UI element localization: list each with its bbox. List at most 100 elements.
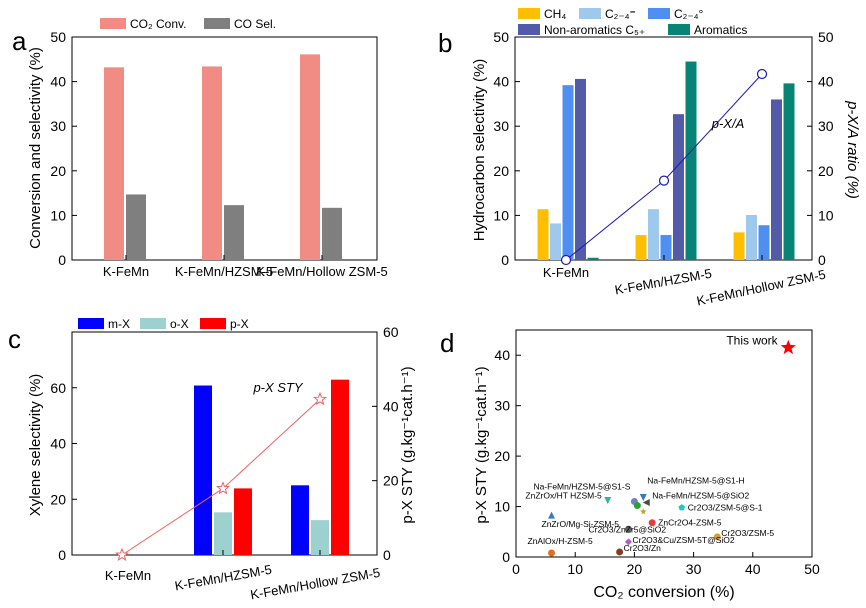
panel-a-y-tick-label: 40	[50, 74, 66, 90]
panel-a-x-label: K-FeMn/Hollow ZSM-5	[256, 264, 387, 279]
panel-c-bar-m-x	[194, 385, 212, 555]
panel-b-legend-ch4-swatch	[518, 8, 540, 19]
panel-a-legend-co2-conv-swatch	[100, 18, 126, 29]
panel-b-legend-c24-paraffin-label: C₂₋₄°	[674, 7, 704, 21]
panel-d-point	[642, 499, 650, 507]
panel-d-point	[640, 508, 647, 515]
panel-a-y-tick-label: 50	[50, 29, 66, 45]
panel-b-legend-aromatics-swatch	[668, 24, 690, 35]
panel-d-point	[633, 502, 641, 510]
panel-d-point-label: ZnCr2O4-ZSM-5	[658, 518, 722, 528]
panel-d-y-tick-label: 10	[494, 499, 510, 515]
panel-c-legend-p-x-swatch	[200, 318, 226, 329]
panel-c-legend-o-x-swatch	[140, 318, 166, 329]
panel-b-legend-c24-olefin-label: C₂₋₄⁼	[605, 7, 636, 21]
panel-c-legend-m-x-label: m-X	[108, 317, 130, 331]
panel-c-sty-point	[313, 391, 327, 406]
panel-c-y-tick-label: 40	[50, 436, 66, 452]
panel-a-bar-co-sel	[126, 194, 146, 260]
panel-c-bar-p-x	[234, 488, 252, 555]
panel-b-bar-aromatics	[685, 61, 697, 260]
panel-b-bar-nonaromatics	[673, 114, 684, 261]
panel-b-x-label: K-FeMn	[543, 265, 589, 280]
panel-b-ylabel: Hydrocarbon selectivity (%)	[471, 59, 488, 242]
panel-b-pxa-point	[560, 254, 572, 266]
panel-c-legend-m-x-swatch	[78, 318, 104, 329]
panel-d-xlabel: CO₂ conversion (%)	[593, 584, 734, 601]
panel-b-y-tick-label: 30	[493, 118, 509, 134]
panel-c-x-label: K-FeMn	[105, 568, 151, 583]
panel-d-this-work-point	[780, 339, 796, 355]
panel-b-bar-ch4	[537, 209, 549, 260]
panel-b-pxa-point	[756, 68, 768, 80]
panel-d-point-label: Na-FeMn/HZSM-5@S1-S	[533, 482, 630, 492]
panel-b-legend-c24-paraffin-swatch	[648, 8, 670, 19]
panel-d-point-label: Cr2O3/ZnZr5@SiO2	[588, 524, 666, 534]
panel-d-point	[548, 511, 556, 519]
panel-d-x-tick-label: 0	[512, 561, 520, 577]
panel-b-bar-aromatics	[783, 83, 795, 260]
panel-a-bar-co-sel	[224, 205, 244, 260]
panel-c-sty-label: p-X STY	[252, 380, 303, 395]
panel-c-y2-tick-label: 20	[383, 473, 399, 489]
panel-c-legend-o-x-label: o-X	[170, 317, 189, 331]
panel-d-point	[548, 549, 556, 557]
panel-b-x-label: K-FeMn/Hollow ZSM-5	[695, 267, 827, 309]
panel-b-y2-tick-label: 40	[818, 74, 834, 90]
panel-c-y-tick-label: 0	[58, 547, 66, 563]
panel-d-x-tick-label: 10	[567, 561, 583, 577]
panel-a-bar-co2-conv	[202, 66, 222, 260]
panel-d-x-tick-label: 20	[627, 561, 643, 577]
panel-d-this-work-label: This work	[726, 334, 778, 348]
panel-b-pxa-point	[658, 175, 670, 186]
panel-b-bar-c24-paraffin	[660, 235, 672, 260]
panel-b-y2-tick-label: 0	[818, 252, 826, 268]
panel-a-x-label: K-FeMn/HZSM-5	[175, 264, 273, 279]
panel-c-y2-tick-label: 0	[383, 547, 391, 563]
panel-d-point-label: ZnZrO/Mg-Si-ZSM-5	[542, 519, 620, 529]
panel-b-bar-ch4	[635, 235, 647, 260]
panel-b-y-tick-label: 20	[493, 163, 509, 179]
panel-d-y-tick-label: 0	[502, 549, 510, 565]
panel-b-y-tick-label: 50	[493, 29, 509, 45]
panel-a-legend-co-sel-swatch	[204, 18, 230, 29]
panel-a-y-tick-label: 10	[50, 207, 66, 223]
panel-d-point	[624, 538, 632, 546]
panel-d-point-label: Na-FeMn/HZSM-5@S1-H	[647, 475, 744, 485]
panel-a-legend-co-sel-label: CO Sel.	[234, 17, 276, 31]
panel-b-legend-nonaromatics-label: Non-aromatics C₅₊	[544, 23, 645, 37]
panel-d-point	[713, 533, 721, 541]
panel-d-point	[624, 525, 632, 533]
panel-c-legend-p-x-label: p-X	[230, 317, 249, 331]
panel-b-letter: b	[438, 28, 452, 58]
panel-c-letter: c	[8, 324, 21, 354]
panel-a-letter: a	[12, 26, 27, 56]
panel-b-y-tick-label: 0	[501, 252, 509, 268]
panel-d-point-label: Cr2O3/ZSM-5@S-1	[688, 503, 763, 513]
panel-b-y-tick-label: 40	[493, 74, 509, 90]
panel-b-y2label: p-X/A ratio (%)	[844, 100, 861, 199]
panel-b-legend-ch4-label: CH₄	[544, 7, 566, 21]
panel-b-bar-c24-olefin	[648, 209, 659, 260]
panel-c-sty-point	[115, 547, 129, 562]
panel-d-point-label: Na-FeMn/HZSM-5@SiO2	[652, 491, 749, 501]
panel-a-legend-co2-conv-label: CO₂ Conv.	[130, 17, 186, 31]
panel-d-point-label: Cr2O3/Zn	[624, 543, 662, 553]
panel-a-y-tick-label: 20	[50, 163, 66, 179]
panel-b-bar-nonaromatics	[575, 78, 586, 260]
panel-d-point-label: Cr2O3/ZSM-5	[721, 528, 774, 538]
panel-d-x-tick-label: 30	[686, 561, 702, 577]
panel-c-y-tick-label: 60	[50, 380, 66, 396]
panel-a-bar-co2-conv	[300, 54, 320, 261]
panel-b-y2-tick-label: 20	[818, 163, 834, 179]
panel-c-y2label: p-X STY (g.kg⁻¹cat.h⁻¹)	[399, 366, 416, 523]
panel-a-x-label: K-FeMn	[103, 264, 149, 279]
panel-c-y2-tick-label: 40	[383, 398, 399, 414]
panel-b-bar-aromatics	[587, 257, 599, 260]
panel-d-point-label: ZnAlOx/H-ZSM-5	[528, 536, 593, 546]
panel-b-pxa-line	[565, 73, 763, 261]
panel-b-y2-tick-label: 50	[818, 29, 834, 45]
panel-d-point	[678, 504, 686, 511]
panel-d-axes	[515, 329, 813, 558]
